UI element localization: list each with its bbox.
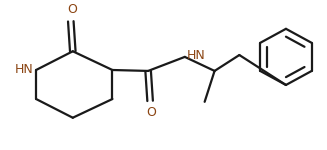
Text: O: O <box>146 106 156 120</box>
Text: HN: HN <box>14 63 33 76</box>
Text: O: O <box>67 3 77 16</box>
Text: HN: HN <box>187 50 206 62</box>
